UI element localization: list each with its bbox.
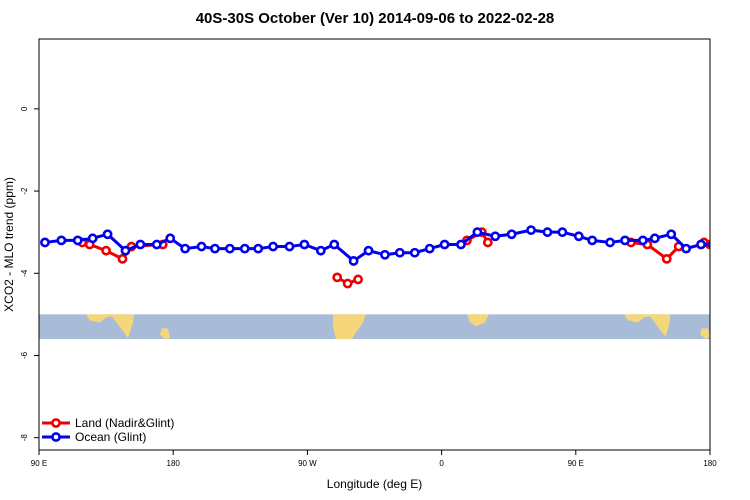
data-point — [724, 237, 731, 244]
data-point — [661, 253, 672, 264]
legend-label: Ocean (Glint) — [75, 430, 146, 444]
data-point — [439, 239, 450, 250]
data-point — [638, 235, 648, 246]
data-point — [363, 245, 374, 256]
data-point — [348, 256, 359, 266]
x-tick-label: 0 — [439, 459, 444, 468]
y-tick-label: -2 — [20, 187, 29, 195]
data-point — [620, 235, 630, 246]
data-point — [605, 237, 615, 248]
data-point — [180, 243, 191, 254]
series-ocean — [40, 225, 743, 266]
data-point — [696, 239, 706, 250]
data-point — [239, 243, 250, 254]
data-point — [102, 229, 113, 240]
data-point — [72, 235, 83, 246]
data-point — [380, 249, 390, 260]
map-land-australia-east — [614, 314, 670, 337]
data-point — [573, 231, 584, 242]
map-land-new-zealand-west — [160, 328, 170, 340]
y-tick-label: -4 — [20, 269, 29, 277]
data-point — [120, 245, 131, 256]
data-point — [409, 247, 420, 258]
map-land-australia-west — [78, 314, 134, 339]
x-tick-label: 180 — [703, 459, 717, 468]
map-land-new-zealand-east — [700, 328, 710, 340]
data-point — [56, 235, 67, 246]
legend-marker — [51, 418, 61, 428]
legend-label: Land (Nadir&Glint) — [75, 416, 174, 430]
data-point — [40, 237, 50, 248]
data-point — [456, 239, 466, 250]
legend: Land (Nadir&Glint)Ocean (Glint) — [42, 416, 174, 444]
data-point — [101, 245, 111, 256]
map-land-south-africa — [467, 314, 489, 327]
x-tick-label: 90 W — [298, 459, 317, 468]
legend-item-land: Land (Nadir&Glint) — [42, 416, 174, 430]
data-point — [736, 235, 743, 242]
data-point — [557, 227, 568, 238]
data-point — [681, 243, 692, 254]
y-tick-label: -6 — [20, 351, 29, 359]
series-line-segment — [44, 228, 710, 263]
series-layer — [40, 225, 743, 289]
x-axis: 90 E 180 90 W 0 90 E 180 — [31, 450, 717, 468]
data-point — [332, 272, 343, 283]
data-point — [151, 239, 162, 250]
data-point — [506, 229, 517, 240]
legend-item-ocean: Ocean (Glint) — [42, 430, 146, 444]
data-point — [342, 278, 353, 289]
chart-title: 40S-30S October (Ver 10) 2014-09-06 to 2… — [195, 10, 555, 27]
data-point — [196, 241, 207, 252]
data-point — [135, 239, 146, 250]
x-tick-label: 90 E — [568, 459, 584, 468]
data-point — [117, 253, 128, 264]
x-axis-title: Longitude (deg E) — [327, 477, 422, 491]
data-point — [472, 227, 483, 238]
data-point — [587, 235, 598, 246]
data-point — [165, 233, 176, 244]
data-point — [542, 227, 553, 238]
series-line-segment — [630, 240, 680, 261]
data-point — [299, 239, 310, 250]
data-point — [253, 243, 264, 254]
y-axis-title: XCO2 - MLO trend (ppm) — [2, 177, 16, 312]
data-point — [482, 237, 493, 248]
x-tick-label: 90 E — [31, 459, 47, 468]
y-tick-label: 0 — [20, 106, 29, 111]
data-point — [210, 243, 220, 254]
y-tick-label: -8 — [20, 434, 29, 442]
legend-marker — [51, 432, 61, 442]
data-point — [315, 245, 326, 256]
data-point — [490, 231, 501, 242]
data-point — [394, 247, 405, 258]
world-map-strip — [39, 314, 710, 340]
y-axis: 0 -2 -4 -6 -8 — [20, 106, 39, 441]
map-ocean — [39, 314, 710, 340]
data-point — [224, 243, 235, 254]
map-land-south-america — [333, 314, 366, 340]
x-tick-label: 180 — [167, 459, 181, 468]
data-point — [284, 241, 295, 252]
data-point — [424, 243, 435, 254]
plot-frame — [38, 38, 711, 451]
data-point — [353, 274, 363, 285]
data-point — [268, 241, 279, 252]
data-point — [666, 229, 677, 240]
data-point — [526, 225, 536, 236]
data-point — [87, 233, 98, 244]
data-point — [329, 239, 340, 250]
data-point — [649, 233, 660, 244]
